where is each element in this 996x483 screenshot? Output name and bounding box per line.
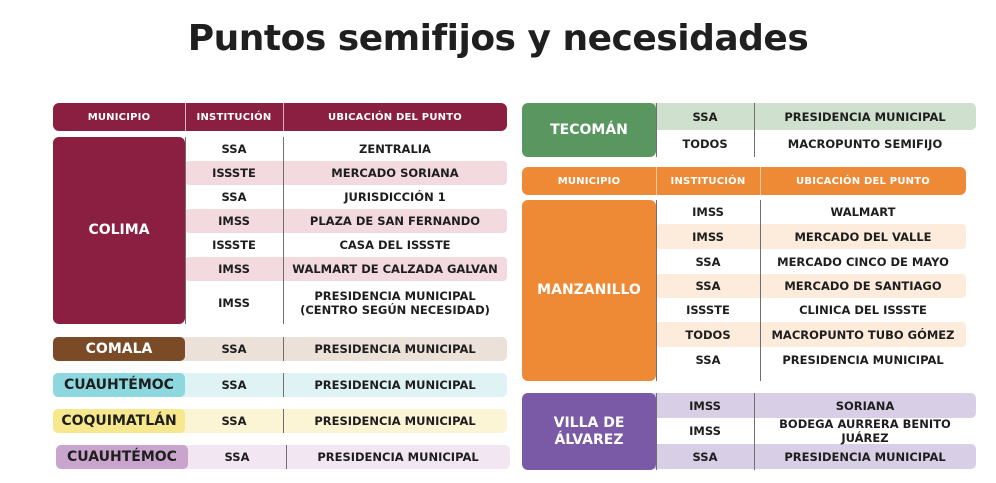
coquimatlan-group: COQUIMATLÁN SSA PRESIDENCIA MUNICIPAL xyxy=(53,409,507,433)
table-row: IMSS WALMART DE CALZADA GALVAN xyxy=(185,257,507,281)
page-title: Puntos semifijos y necesidades xyxy=(187,18,809,59)
header-ubicacion: UBICACIÓN DEL PUNTO xyxy=(328,111,462,123)
municipio-colima: COLIMA xyxy=(53,137,185,324)
cuauhtemoc-group: CUAUHTÉMOC SSA PRESIDENCIA MUNICIPAL xyxy=(53,373,507,397)
table-row: ISSSTE MERCADO SORIANA xyxy=(185,161,507,185)
table-row: SSA PRESIDENCIA MUNICIPAL xyxy=(695,353,944,367)
table-row: IMSS PLAZA DE SAN FERNANDO xyxy=(185,209,507,233)
municipio-manzanillo: MANZANILLO xyxy=(522,200,656,381)
municipio-cuauhtemoc: CUAUHTÉMOC xyxy=(53,373,185,397)
municipio-tecoman: TECOMÁN xyxy=(522,103,656,157)
header-institucion: INSTITUCIÓN xyxy=(670,175,746,187)
comala-group: COMALA SSA PRESIDENCIA MUNICIPAL xyxy=(53,337,507,361)
cuauhtemoc2-group: CUAUHTÉMOC SSA PRESIDENCIA MUNICIPAL xyxy=(56,445,510,469)
municipio-cuauhtemoc-2: CUAUHTÉMOC xyxy=(56,445,188,469)
header-municipio: MUNICIPIO xyxy=(557,175,621,187)
table-row: IMSS MERCADO DEL VALLE xyxy=(656,224,966,249)
manzanillo-group: MANZANILLO IMSS WALMART IMSS MERCADO DEL… xyxy=(522,200,966,381)
left-header: MUNICIPIO INSTITUCIÓN UBICACIÓN DEL PUNT… xyxy=(53,103,507,131)
table-row: SSA MERCADO CINCO DE MAYO xyxy=(695,254,949,269)
table-row: ISSSTE CASA DEL ISSSTE xyxy=(212,238,451,252)
tecoman-group: TECOMÁN SSA PRESIDENCIA MUNICIPAL TODOS … xyxy=(522,103,976,157)
table-row: SSA ZENTRALIA xyxy=(221,142,431,156)
table-row: ISSSTE CLINICA DEL ISSSTE xyxy=(686,303,927,317)
table-row: SSA JURISDICCIÓN 1 xyxy=(221,190,446,204)
municipio-comala: COMALA xyxy=(53,337,185,361)
municipio-villa-de-alvarez: VILLA DE ÁLVAREZ xyxy=(522,393,656,470)
header-ubicacion: UBICACIÓN DEL PUNTO xyxy=(796,175,930,187)
table-row: IMSS WALMART xyxy=(692,205,896,219)
villa-group: VILLA DE ÁLVAREZ IMSS SORIANA IMSS BODEG… xyxy=(522,393,976,470)
table-row: TODOS MACROPUNTO TUBO GÓMEZ xyxy=(656,322,966,347)
header-institucion: INSTITUCIÓN xyxy=(196,111,272,123)
table-row: SSA MERCADO DE SANTIAGO xyxy=(656,274,966,298)
table-row: IMSS PRESIDENCIA MUNICIPAL (CENTRO SEGÚN… xyxy=(218,288,490,317)
header-municipio: MUNICIPIO xyxy=(87,111,151,123)
municipio-coquimatlan: COQUIMATLÁN xyxy=(53,409,185,433)
colima-group: COLIMA SSA ZENTRALIA ISSSTE MERCADO SORI… xyxy=(53,137,507,324)
right-header: MUNICIPIO INSTITUCIÓN UBICACIÓN DEL PUNT… xyxy=(522,167,966,195)
